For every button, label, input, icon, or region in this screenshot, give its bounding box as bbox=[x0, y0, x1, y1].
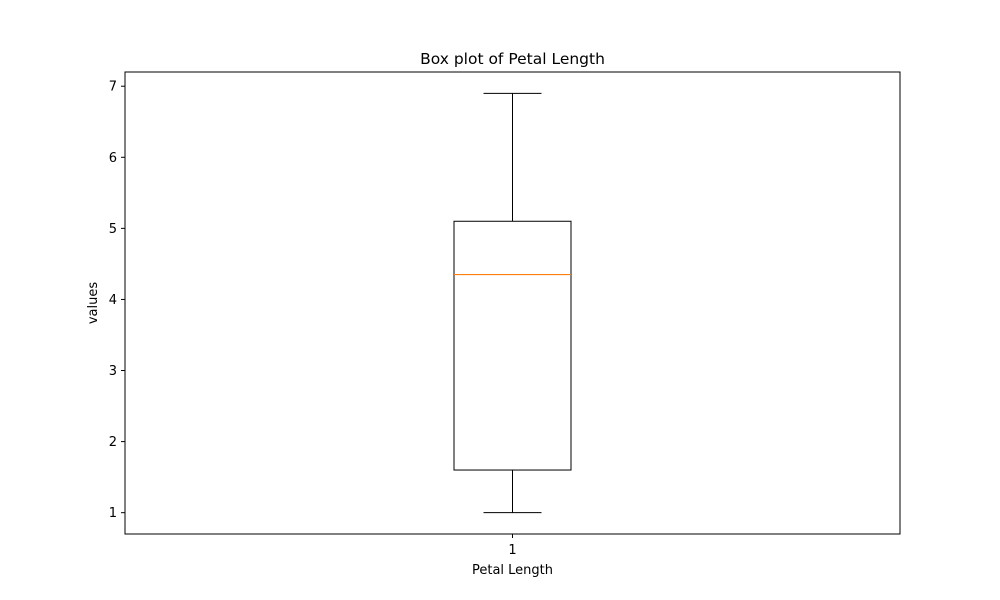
box-series bbox=[453, 92, 572, 514]
y-tick-label: 2 bbox=[109, 435, 117, 450]
box-iqr bbox=[453, 220, 572, 471]
y-tick-label: 3 bbox=[109, 364, 117, 379]
y-tick-label: 5 bbox=[109, 222, 117, 237]
y-axis-ticks: 1 2 3 4 5 6 7 bbox=[109, 80, 125, 521]
y-axis-label: values bbox=[86, 282, 101, 325]
x-axis-label: Petal Length bbox=[472, 563, 553, 578]
x-tick-label: 1 bbox=[508, 543, 516, 558]
y-tick-label: 7 bbox=[109, 80, 117, 95]
y-tick-label: 1 bbox=[109, 506, 117, 521]
y-tick-label: 4 bbox=[109, 293, 117, 308]
y-tick-label: 6 bbox=[109, 151, 117, 166]
x-axis-ticks: 1 bbox=[508, 534, 517, 558]
chart-title: Box plot of Petal Length bbox=[420, 50, 605, 68]
